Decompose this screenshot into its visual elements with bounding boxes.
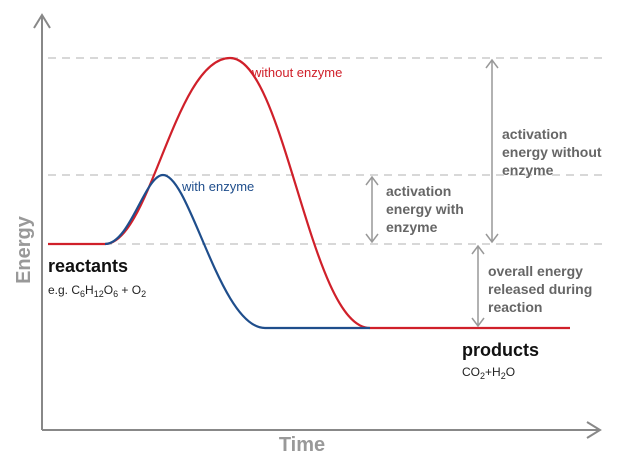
annotation: activation energy with enzyme: [386, 183, 468, 235]
formula-sub: 2: [141, 289, 146, 299]
double-arrow: [471, 244, 485, 328]
annotation-line: activation: [386, 183, 451, 199]
curve-without-enzyme: [48, 56, 570, 330]
annotation-line: activation: [502, 126, 567, 142]
formula-part: O: [104, 283, 113, 297]
arrows: [365, 58, 499, 328]
formula-part: +H: [485, 365, 501, 379]
formula-sub: 2: [501, 371, 506, 381]
formula-sub: 6: [113, 289, 118, 299]
formula-sub: 12: [94, 289, 104, 299]
formula-part: H: [85, 283, 94, 297]
x-axis: [42, 421, 602, 439]
annotation-line: reaction: [488, 299, 542, 315]
annotation-line: energy without: [502, 144, 602, 160]
double-arrow: [485, 58, 499, 244]
annotation-line: enzyme: [502, 162, 554, 178]
reactants-label: reactants: [48, 256, 128, 276]
y-axis: [33, 13, 51, 430]
products-formula: CO2+H2O: [462, 365, 515, 381]
annotation: overall energy released during reaction: [488, 263, 596, 315]
annotation-line: released during: [488, 281, 592, 297]
formula-part: e.g. C: [48, 283, 80, 297]
annotation-line: overall energy: [488, 263, 583, 279]
annotation: activation energy without enzyme: [502, 126, 605, 178]
curve-label: with enzyme: [181, 179, 254, 194]
curve-with-enzyme: [104, 173, 370, 330]
y-axis-label: Energy: [13, 215, 35, 284]
formula-part: + O: [118, 283, 141, 297]
x-axis-label: Time: [279, 434, 325, 456]
curve-label: without enzyme: [251, 65, 342, 80]
double-arrow: [365, 175, 379, 244]
formula-sub: 6: [80, 289, 85, 299]
annotation-line: enzyme: [386, 219, 438, 235]
annotation-line: energy with: [386, 201, 464, 217]
guides: [48, 57, 608, 245]
formula-sub: 2: [480, 371, 485, 381]
formula-part: CO: [462, 365, 480, 379]
reactants-formula: e.g. C6H12O6 + O2: [48, 283, 146, 299]
axes: [33, 13, 602, 439]
formula-part: O: [506, 365, 515, 379]
products-label: products: [462, 340, 539, 360]
